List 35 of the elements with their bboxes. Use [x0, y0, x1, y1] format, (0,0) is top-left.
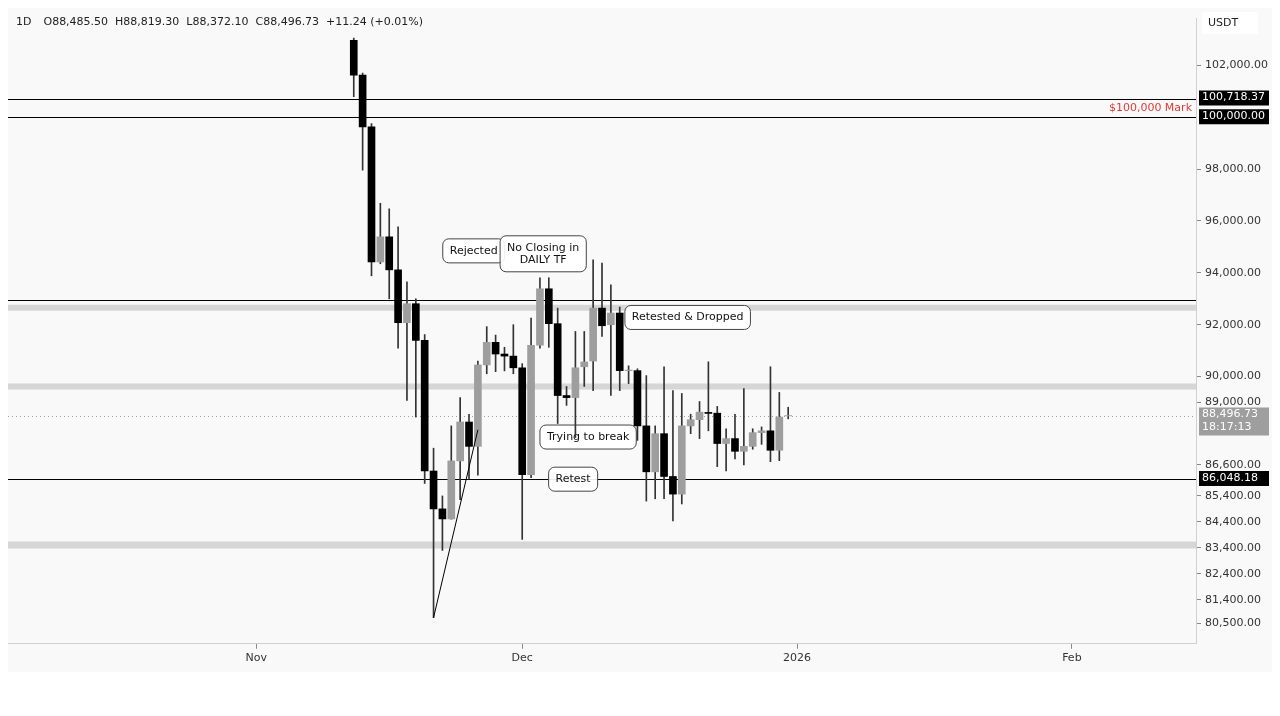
y-tick-label: 86,600.00	[1205, 457, 1261, 471]
y-tick-label: 83,400.00	[1205, 540, 1261, 554]
candlestick	[403, 281, 411, 401]
y-tick-label: 85,400.00	[1205, 488, 1261, 502]
ref-line-label: 100,718.37	[1202, 90, 1265, 104]
ref-line-label: 100,000.00	[1202, 109, 1265, 123]
y-tick-label: 84,400.00	[1205, 514, 1261, 528]
annotation: Retested & Dropped	[631, 310, 744, 324]
y-tick-label: 92,000.00	[1205, 317, 1261, 331]
candlestick	[580, 331, 589, 387]
x-tick-label: 2026	[783, 651, 812, 665]
y-tick-label: 81,400.00	[1205, 592, 1261, 606]
ref-line-label: 86,048.18	[1202, 470, 1258, 484]
y-tick-label: 102,000.00	[1205, 58, 1268, 72]
annotation: Rejected	[449, 243, 498, 257]
annotation: Retest	[555, 472, 592, 486]
y-axis-title: USDT	[1208, 15, 1239, 29]
chart-subtitle: O88,485.50 H88,819.30 L88,372.10 C88,496.73 +11.24 (+0.01%)	[43, 14, 424, 28]
y-tick-label: 96,000.00	[1205, 213, 1261, 227]
candlestick	[607, 284, 615, 396]
y-tick-label: 90,000.00	[1205, 369, 1261, 383]
annotation: No Closing in DAILY TF	[507, 240, 580, 266]
y-tick-label: 80,500.00	[1205, 615, 1261, 629]
y-tick-label: 94,000.00	[1205, 265, 1261, 279]
y-tick-label: 82,400.00	[1205, 566, 1261, 580]
annotation: Trying to break	[545, 429, 630, 443]
y-tick-label: 89,000.00	[1205, 395, 1261, 409]
candlestick	[722, 428, 730, 472]
x-tick-label: Nov	[245, 651, 268, 665]
x-tick-label: Feb	[1062, 651, 1082, 665]
annotation: $100,000 Mark	[1108, 101, 1193, 115]
y-tick-label: 98,000.00	[1205, 161, 1261, 175]
chart-title: 1D	[16, 14, 32, 28]
ref-line-label: 88,496.73 18:17:13	[1202, 407, 1258, 434]
x-tick-label: Dec	[511, 651, 533, 665]
